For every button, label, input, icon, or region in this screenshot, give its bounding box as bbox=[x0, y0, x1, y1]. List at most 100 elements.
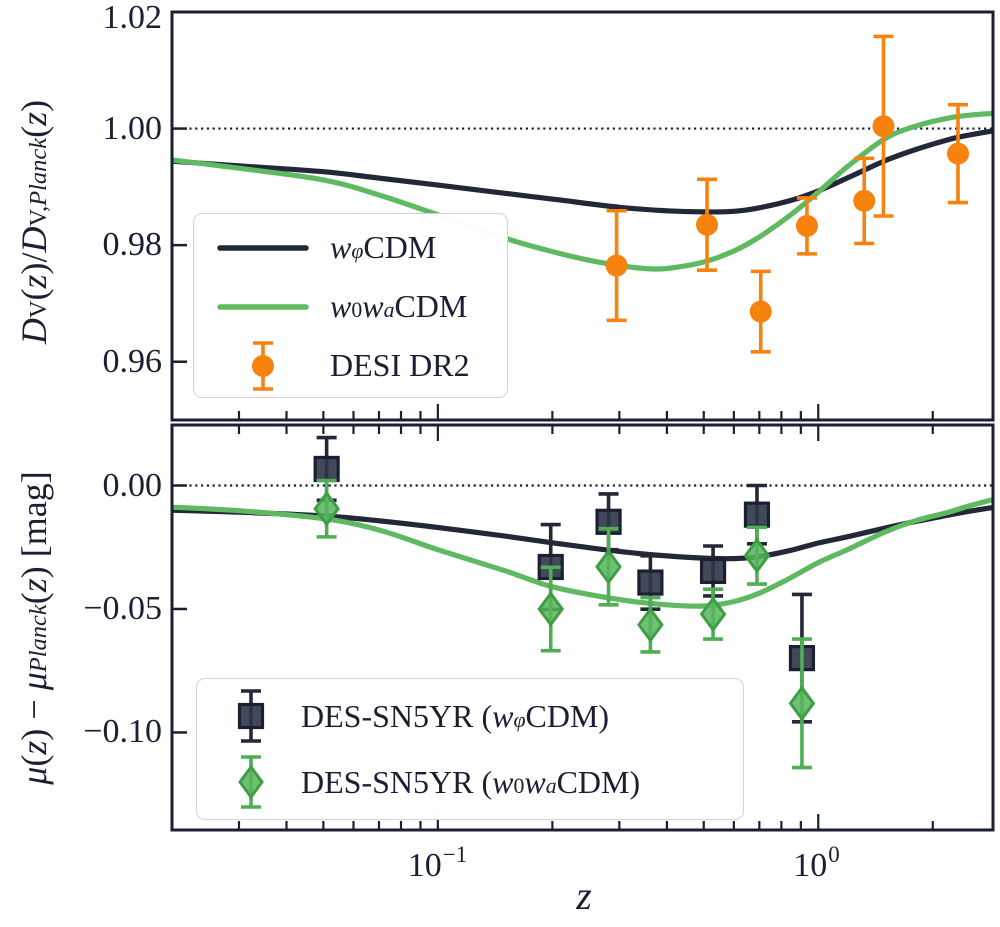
legend-top: wφCDM w0waCDM DESI DR2 bbox=[193, 213, 508, 398]
ytick-bottom-3: −0.10 bbox=[83, 713, 162, 750]
y-ticks bbox=[172, 127, 187, 363]
text-part: ( bbox=[14, 125, 54, 138]
w0wacdm-line-icon bbox=[217, 303, 309, 310]
text-part: w bbox=[492, 697, 514, 734]
text-part: w bbox=[330, 288, 352, 324]
text-part: ) [mag] bbox=[14, 471, 54, 579]
sn-diamond-point bbox=[699, 596, 727, 633]
text-part: w bbox=[524, 763, 546, 800]
sn-square-point bbox=[743, 501, 771, 528]
legend-entry-wphicdm: wφCDM bbox=[208, 218, 507, 277]
legend-bottom: DES-SN5YR (wφCDM) DES-SN5YR (w0waCDM) bbox=[196, 678, 744, 820]
series-DESI DR2 bbox=[605, 34, 969, 354]
text-part: ) bbox=[14, 99, 54, 112]
ytick-top-1: 1.02 bbox=[102, 0, 163, 36]
sn-square-point bbox=[699, 557, 727, 585]
text-part: w bbox=[330, 229, 352, 265]
desi-dr2-marker-icon bbox=[252, 340, 274, 391]
panel-frame bbox=[170, 423, 995, 832]
legend-label-desi-dr2: DESI DR2 bbox=[330, 347, 470, 383]
xtick-exponent: −1 bbox=[442, 842, 468, 867]
sn-diamond-point bbox=[537, 590, 565, 627]
panel-frame bbox=[170, 10, 995, 422]
sn-diamond-point bbox=[743, 537, 771, 574]
y-ticks bbox=[172, 484, 187, 734]
ytick-bottom-1: 0.00 bbox=[102, 467, 163, 504]
text-part: ( bbox=[14, 288, 54, 301]
text-part: z bbox=[14, 274, 54, 289]
text-part: D bbox=[14, 226, 54, 253]
ytick-top-2: 1.00 bbox=[102, 110, 163, 147]
desi-data-point bbox=[872, 115, 895, 138]
x-ticks bbox=[170, 425, 934, 830]
text-part: a bbox=[383, 298, 395, 322]
desi-data-point bbox=[795, 214, 818, 237]
xtick-1: 100 bbox=[793, 843, 840, 884]
legend-label-w0wacdm: w0waCDM bbox=[330, 288, 467, 325]
xtick-0.1: 10−1 bbox=[407, 843, 467, 884]
text-part: ( bbox=[14, 592, 54, 605]
series-DES-SN5YR (w0waCDM) bbox=[313, 478, 816, 770]
text-part: DES-SN5YR ( bbox=[301, 697, 493, 734]
text-part: 0 bbox=[351, 298, 363, 322]
text-part: φ bbox=[513, 707, 526, 732]
text-part: 0 bbox=[513, 773, 525, 798]
text-part: DES-SN5YR ( bbox=[301, 763, 493, 800]
x-ticks bbox=[170, 404, 934, 420]
text-part: V bbox=[25, 300, 52, 319]
sn-diamond-point bbox=[637, 606, 664, 643]
legend-label-wphicdm: wφCDM bbox=[330, 229, 436, 266]
text-part: Planck bbox=[25, 137, 52, 206]
text-part: z bbox=[14, 111, 54, 126]
text-part: z bbox=[14, 740, 54, 755]
curve-w0waCDM bbox=[172, 497, 993, 609]
ytick-top-3: 0.98 bbox=[102, 226, 163, 263]
desi-data-point bbox=[946, 142, 969, 165]
x-axis-label: z bbox=[576, 873, 592, 918]
xtick-base: 10 bbox=[407, 847, 442, 884]
text-part: CDM) bbox=[525, 697, 610, 734]
legend-entry-des-sn5yr-wphicdm: DES-SN5YR (wφCDM) bbox=[211, 683, 743, 749]
text-part: μ bbox=[14, 672, 54, 691]
curve-wφCDM bbox=[172, 128, 993, 215]
y-axis-label-bottom: μ(z) − μPlanck(z) [mag] bbox=[14, 471, 54, 785]
curve-w0waCDM bbox=[172, 110, 993, 272]
bottom-panel bbox=[170, 423, 995, 832]
text-part: z bbox=[14, 578, 54, 593]
sn-diamond-point bbox=[313, 490, 341, 527]
desi-data-point bbox=[605, 254, 628, 277]
sn-square-point bbox=[313, 455, 340, 483]
text-part: μ bbox=[14, 766, 54, 785]
text-part: ( bbox=[14, 754, 54, 767]
text-part: a bbox=[545, 773, 557, 798]
text-part: CDM bbox=[363, 229, 437, 265]
wphicdm-line-icon bbox=[217, 244, 309, 251]
text-part: w bbox=[492, 763, 514, 800]
text-part: V, bbox=[25, 205, 52, 227]
sn-square-point bbox=[637, 569, 664, 596]
text-part: w bbox=[362, 288, 384, 324]
text-part: CDM) bbox=[556, 763, 641, 800]
desi-data-point bbox=[853, 189, 876, 212]
y-axis-label-top: DV(z)/DV,Planck(z) bbox=[14, 99, 54, 345]
desi-data-point bbox=[749, 300, 772, 323]
desi-data-point bbox=[696, 213, 719, 236]
xtick-base: 10 bbox=[793, 847, 828, 884]
ytick-top-4: 0.96 bbox=[102, 343, 163, 380]
des-sn5yr-square-icon bbox=[237, 689, 265, 743]
legend-entry-des-sn5yr-w0wacdm: DES-SN5YR (w0waCDM) bbox=[211, 749, 743, 815]
sn-diamond-point bbox=[788, 685, 816, 722]
text-part: φ bbox=[351, 239, 364, 263]
text-part: D bbox=[14, 318, 54, 345]
ytick-bottom-2: −0.05 bbox=[83, 590, 162, 627]
text-part: CDM bbox=[394, 288, 468, 324]
des-sn5yr-diamond-icon bbox=[238, 755, 264, 809]
text-part: )/ bbox=[14, 252, 54, 275]
legend-entry-desi-dr2: DESI DR2 bbox=[208, 336, 507, 395]
text-part: Planck bbox=[25, 604, 52, 673]
legend-entry-w0wacdm: w0waCDM bbox=[208, 277, 507, 336]
top-panel bbox=[170, 10, 995, 422]
text-part: ) − bbox=[14, 690, 54, 741]
